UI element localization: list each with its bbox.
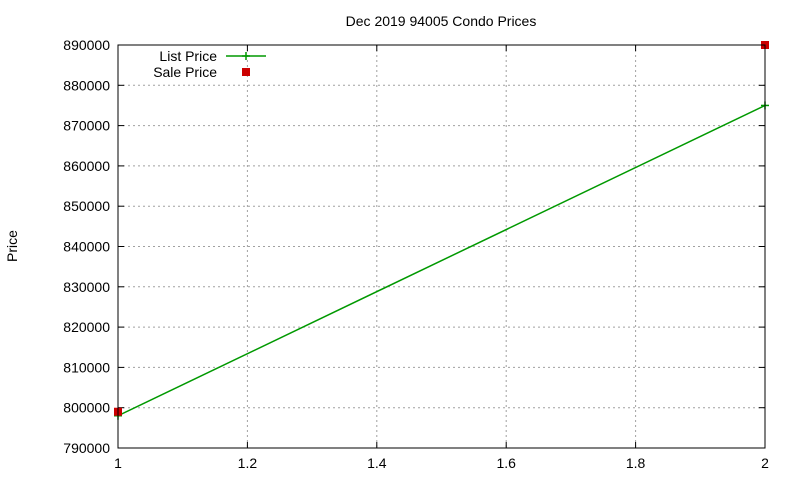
- legend-label-list-price: List Price: [159, 48, 217, 64]
- y-tick-label: 890000: [63, 37, 110, 53]
- grid: [118, 45, 765, 448]
- y-tick-label: 860000: [63, 158, 110, 174]
- y-tick-label: 820000: [63, 319, 110, 335]
- y-tick-label: 850000: [63, 198, 110, 214]
- x-tick-label: 1: [114, 455, 122, 471]
- y-tick-label: 840000: [63, 239, 110, 255]
- series: [114, 41, 769, 420]
- y-tick-label: 790000: [63, 440, 110, 456]
- x-tick-label: 1.6: [496, 455, 516, 471]
- legend-marker-list-price: [242, 52, 250, 60]
- y-axis-label: Price: [4, 230, 20, 262]
- axis-ticks: 790000 800000 810000 820000 830000 840000 8500…: [63, 37, 769, 471]
- chart-title: Dec 2019 94005 Condo Prices: [346, 13, 537, 29]
- y-tick-label: 870000: [63, 118, 110, 134]
- y-tick-label: 830000: [63, 279, 110, 295]
- x-tick-label: 1.4: [367, 455, 387, 471]
- y-tick-label: 800000: [63, 400, 110, 416]
- y-tick-label: 810000: [63, 359, 110, 375]
- plot-frame: [117, 44, 766, 449]
- x-tick-label: 1.2: [238, 455, 258, 471]
- legend-marker-sale-price: [242, 68, 250, 76]
- x-tick-label: 1.8: [626, 455, 646, 471]
- x-tick-label: 2: [761, 455, 769, 471]
- y-tick-label: 880000: [63, 77, 110, 93]
- list-price-line: [117, 104, 766, 417]
- legend-label-sale-price: Sale Price: [153, 64, 217, 80]
